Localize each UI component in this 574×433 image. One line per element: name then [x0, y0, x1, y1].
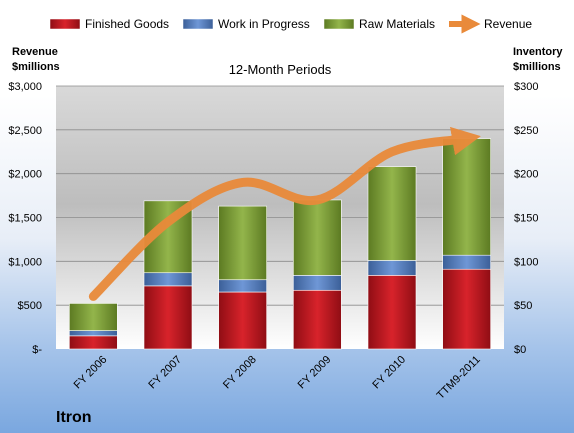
revenue-line	[88, 126, 481, 301]
legend: Finished Goods Work in Progress Raw Materi…	[49, 14, 532, 34]
bar-segment	[69, 330, 118, 337]
bar-segment	[367, 275, 417, 350]
right-tick-label: $300	[514, 81, 538, 93]
bar-segment	[143, 285, 193, 350]
legend-revenue-label: Revenue	[484, 17, 532, 31]
bar-segment	[442, 138, 491, 256]
right-tick-label: $150	[514, 213, 538, 225]
right-axis-title-line2: $millions	[513, 61, 561, 73]
left-tick-label: $2,000	[8, 169, 42, 181]
bar-segment	[69, 303, 118, 331]
bar-segment	[367, 166, 417, 261]
left-tick-label: $1,000	[8, 256, 42, 268]
left-axis-ticks: $- $500 $1,000 $1,500 $2,000 $2,500 $3,000	[8, 81, 42, 356]
left-tick-label: $1,500	[8, 213, 42, 225]
right-axis-ticks: $0 $50 $100 $150 $200 $250 $300	[514, 81, 538, 356]
bar-segment	[218, 279, 267, 293]
company-name: Itron	[56, 409, 92, 426]
bar-segment	[293, 199, 342, 276]
left-tick-label: $500	[18, 300, 42, 312]
left-axis-title-line1: Revenue	[12, 46, 58, 58]
left-tick-label: $3,000	[8, 81, 42, 93]
revenue-series-line	[88, 126, 481, 301]
legend-work-in-progress-swatch	[182, 18, 214, 30]
x-tick-label: FY 2008	[221, 354, 259, 392]
right-axis-title-line1: Inventory	[513, 46, 563, 58]
bar-segment	[442, 254, 491, 270]
legend-work-in-progress-label: Work in Progress	[218, 17, 310, 31]
x-tick-label: FY 2007	[146, 354, 184, 392]
right-tick-label: $0	[514, 344, 526, 356]
bar-segment	[293, 289, 342, 350]
x-tick-label: FY 2009	[296, 354, 334, 392]
bar-segment	[69, 335, 118, 350]
right-tick-label: $200	[514, 169, 538, 181]
x-tick-label: TTM9-2011	[435, 354, 483, 402]
left-axis-title-line2: $millions	[12, 61, 60, 73]
bar-segment	[367, 260, 417, 276]
right-tick-label: $50	[514, 300, 532, 312]
left-tick-label: $-	[32, 344, 42, 356]
bars	[69, 138, 491, 350]
legend-finished-goods-swatch	[49, 18, 81, 30]
x-axis-ticks: FY 2006 FY 2007 FY 2008 FY 2009 FY 2010 TTM9-…	[72, 354, 483, 402]
right-tick-label: $100	[514, 256, 538, 268]
bar-segment	[218, 291, 267, 350]
legend-raw-materials-label: Raw Materials	[359, 17, 435, 31]
chart-subtitle: 12-Month Periods	[229, 62, 332, 77]
left-tick-label: $2,500	[8, 125, 42, 137]
legend-finished-goods-label: Finished Goods	[85, 17, 169, 31]
bar-segment	[442, 268, 491, 350]
right-tick-label: $250	[514, 125, 538, 137]
bar-segment	[218, 205, 267, 281]
bar-segment	[143, 272, 193, 287]
bar-segment	[293, 275, 342, 291]
legend-raw-materials-swatch	[323, 18, 355, 30]
x-tick-label: FY 2006	[72, 354, 110, 392]
x-tick-label: FY 2010	[370, 354, 408, 392]
